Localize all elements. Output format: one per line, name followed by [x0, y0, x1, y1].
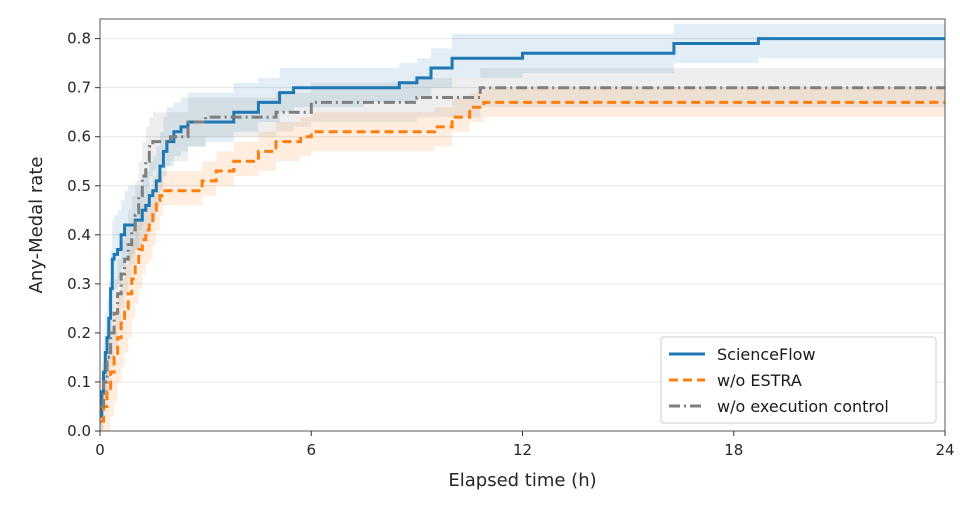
- series-lines: [100, 37, 945, 423]
- x-tick-label: 24: [935, 441, 954, 459]
- y-axis-ticks: 0.0 0.1 0.2 0.3 0.4 0.5 0.6 0.7 0.8: [67, 30, 100, 440]
- y-tick-label: 0.6: [67, 128, 91, 146]
- y-tick-label: 0.4: [67, 226, 91, 244]
- confidence-band: [100, 68, 945, 431]
- y-tick-label: 0.8: [67, 30, 91, 48]
- x-tick-label: 18: [724, 441, 743, 459]
- legend-entry: ScienceFlow: [717, 345, 816, 364]
- series-line: [100, 37, 945, 418]
- x-axis-label: Elapsed time (h): [448, 470, 596, 491]
- x-tick-label: 12: [513, 441, 532, 459]
- y-tick-label: 0.3: [67, 275, 91, 293]
- series-line: [100, 100, 945, 423]
- y-axis-label: Any-Medal rate: [26, 157, 47, 294]
- legend: ScienceFlow w/o ESTRA w/o execution contro…: [660, 336, 937, 424]
- y-tick-label: 0.1: [67, 373, 91, 391]
- legend-box: [660, 336, 937, 424]
- y-tick-label: 0.0: [67, 422, 91, 440]
- confidence-bands: [100, 23, 945, 432]
- series-line: [100, 86, 945, 408]
- y-tick-label: 0.5: [67, 177, 91, 195]
- x-tick-label: 0: [95, 441, 105, 459]
- y-tick-label: 0.7: [67, 79, 91, 97]
- x-axis-ticks: 0 6 12 18 24: [95, 431, 955, 459]
- legend-entry: w/o ESTRA: [717, 371, 802, 390]
- x-tick-label: 6: [306, 441, 316, 459]
- y-tick-label: 0.2: [67, 324, 91, 342]
- legend-entry: w/o execution control: [717, 397, 889, 416]
